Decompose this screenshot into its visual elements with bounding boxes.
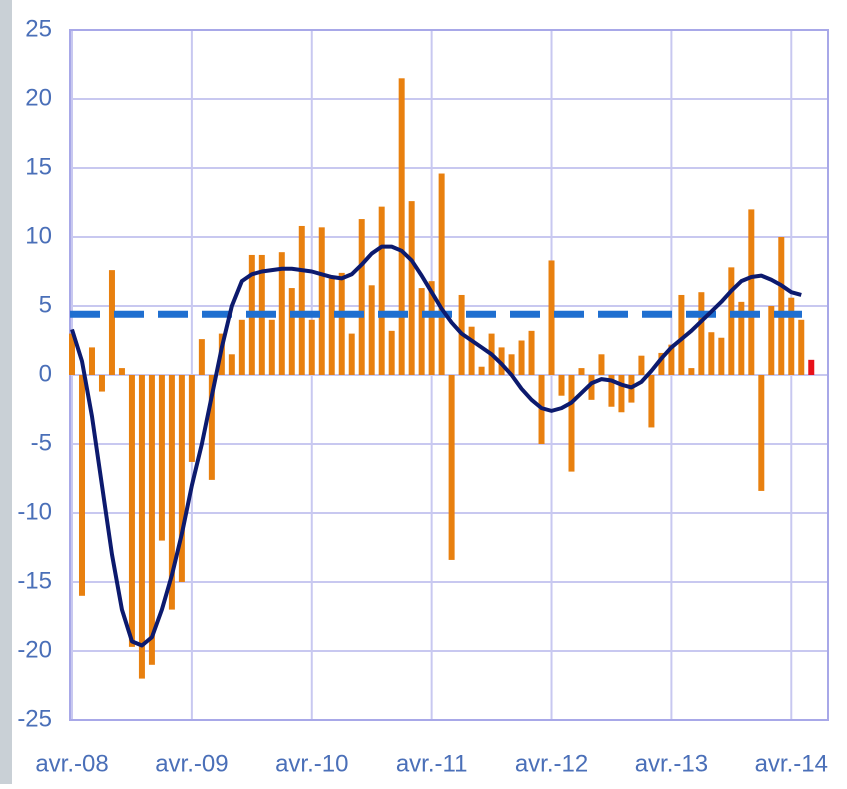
bar [708,332,715,375]
x-tick-label: avr.-14 [755,750,828,777]
bar [368,285,375,375]
x-tick-label: avr.-08 [35,750,108,777]
bar [298,225,305,375]
x-tick-label: avr.-13 [635,750,708,777]
bar [308,319,315,375]
x-tick-label: avr.-10 [275,750,348,777]
bar [208,375,215,480]
bar [118,368,125,375]
bar [168,375,175,610]
bar [188,375,195,462]
bar [568,375,575,472]
bar [748,209,755,375]
bar [638,355,645,375]
bar [808,359,815,375]
bar [798,319,805,375]
bar [618,375,625,413]
bar [518,340,525,375]
bar [738,301,745,375]
bar [418,288,425,375]
bar [668,344,675,375]
bar [468,326,475,375]
bar [768,306,775,375]
bar [698,292,705,375]
bar [648,375,655,428]
bar [688,368,695,375]
bar [238,319,245,375]
bar [378,206,385,375]
bar [778,237,785,375]
bar [658,352,665,375]
bar [428,281,435,375]
bar [268,319,275,375]
bar [108,270,115,375]
x-tick-label: avr.-11 [396,750,468,777]
bar [178,375,185,582]
bar [408,201,415,375]
bar [398,78,405,376]
bar [69,333,75,375]
y-tick-label: 20 [25,84,52,111]
bar [318,227,325,375]
bar [548,260,555,375]
bar [758,375,765,491]
bar [508,354,515,375]
y-tick-label: 10 [25,222,52,249]
bar [438,173,445,375]
bar [478,366,485,375]
bar [788,297,795,375]
bar [728,267,735,375]
y-tick-label: 25 [25,15,52,42]
bar [128,375,135,647]
bar [228,354,235,375]
bar [158,375,165,541]
bar [198,339,205,375]
x-tick-label: avr.-12 [515,750,588,777]
y-tick-label: -15 [17,567,52,594]
bar [338,272,345,375]
bar [598,354,605,375]
y-tick-label: -5 [31,429,52,456]
line [70,244,802,648]
bar [88,347,95,375]
y-tick-label: -20 [17,636,52,663]
y-tick-label: 0 [39,360,52,387]
y-tick-label: 15 [25,153,52,180]
bar [588,375,595,400]
side-strip [0,0,12,784]
bar [448,375,455,560]
y-tick-label: 5 [39,291,52,318]
bar [138,375,145,679]
bar [718,337,725,375]
y-tick-label: -25 [17,705,52,732]
bar [528,330,535,375]
bar [148,375,155,665]
bar [388,330,395,375]
bar [78,375,85,596]
bar [348,333,355,375]
bar [278,252,285,375]
y-tick-label: -10 [17,498,52,525]
bar [678,294,685,375]
bar [358,219,365,375]
bar [328,278,335,375]
bar [558,375,565,396]
bar [608,375,615,407]
bar [578,368,585,375]
bar [288,288,295,375]
x-tick-label: avr.-09 [155,750,228,777]
bar [98,375,105,392]
